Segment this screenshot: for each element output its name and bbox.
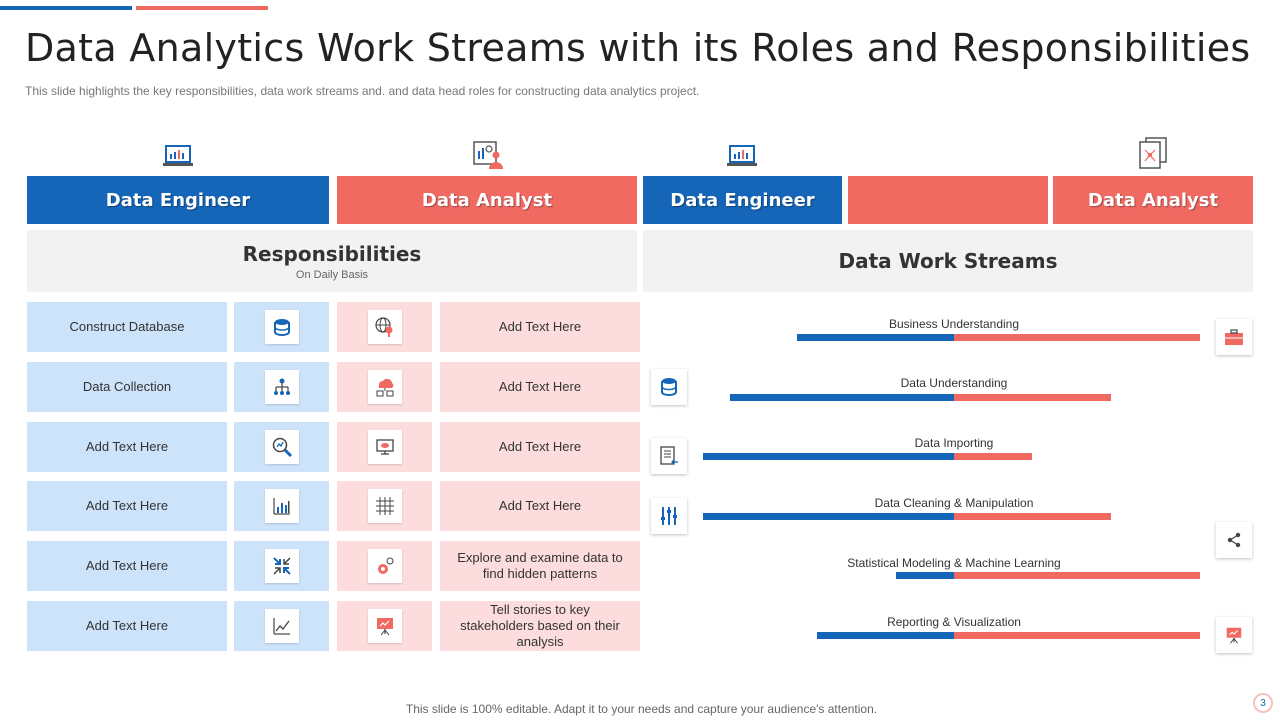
analyst-icon-cell: [337, 541, 432, 591]
streams-panel: Data Work Streams: [643, 230, 1253, 292]
stream-bar-analyst: [954, 632, 1201, 639]
role-header-data-analyst: Data Analyst: [337, 176, 637, 224]
grid-icon: [367, 489, 402, 523]
engineer-icon-cell: [234, 481, 329, 531]
analyst-responsibility: Add Text Here: [440, 302, 640, 352]
stream-bar-analyst: [954, 572, 1201, 579]
engineer-responsibility: Data Collection: [27, 362, 227, 412]
accent-bar-blue: [0, 6, 132, 10]
briefcase-icon: [1216, 319, 1252, 355]
analyst-icon-cell: [337, 481, 432, 531]
responsibilities-subtitle: On Daily Basis: [295, 268, 369, 281]
stream-label: Statistical Modeling & Machine Learning: [847, 556, 1061, 570]
role-header-blank: [848, 176, 1048, 224]
database-icon: [264, 310, 299, 344]
stream-label: Data Understanding: [900, 376, 1008, 390]
stream-bar-engineer: [703, 513, 954, 520]
line-chart-icon: [264, 609, 299, 643]
role-header-data-engineer-2: Data Engineer: [643, 176, 842, 224]
database-icon: [651, 369, 687, 405]
stream-bar-analyst: [954, 513, 1111, 520]
import-document-icon: [651, 438, 687, 474]
responsibilities-title: Responsibilities: [242, 241, 422, 266]
analyst-responsibility: Explore and examine data to find hidden …: [440, 541, 640, 591]
accent-bar-red: [136, 6, 268, 10]
page-title: Data Analytics Work Streams with its Rol…: [25, 26, 1251, 70]
cloud-network-icon: [367, 370, 402, 404]
role-header-data-analyst-2: Data Analyst: [1053, 176, 1253, 224]
engineer-responsibility: Construct Database: [27, 302, 227, 352]
engineer-icon-cell: [234, 601, 329, 651]
stream-bar-analyst: [954, 453, 1033, 460]
engineer-responsibility: Add Text Here: [27, 481, 227, 531]
gear-cluster-icon: [367, 549, 402, 583]
footer-note: This slide is 100% editable. Adapt it to…: [405, 702, 878, 716]
monitor-eye-icon: [367, 430, 402, 464]
page-number: 3: [1253, 693, 1273, 713]
share-icon: [1216, 522, 1252, 558]
analyst-report-icon: [467, 138, 507, 172]
stream-bar-engineer: [730, 394, 954, 401]
hierarchy-icon: [264, 370, 299, 404]
streams-title: Data Work Streams: [838, 249, 1058, 273]
stream-bar-analyst: [954, 334, 1201, 341]
engineer-icon-cell: [234, 302, 329, 352]
sliders-icon: [651, 498, 687, 534]
presentation-board-icon: [1216, 617, 1252, 653]
stream-label: Data Cleaning & Manipulation: [874, 496, 1034, 510]
page-subtitle: This slide highlights the key responsibi…: [25, 84, 700, 98]
analyst-responsibility: Add Text Here: [440, 481, 640, 531]
engineer-icon-cell: [234, 422, 329, 472]
stream-bar-engineer: [895, 572, 954, 579]
stream-label: Data Importing: [914, 436, 994, 450]
stream-label: Business Understanding: [888, 317, 1020, 331]
analyst-icon-cell: [337, 601, 432, 651]
engineer-icon-cell: [234, 541, 329, 591]
engineer-responsibility: Add Text Here: [27, 422, 227, 472]
collapse-arrows-icon: [264, 549, 299, 583]
bar-chart-icon: [264, 489, 299, 523]
analyst-icon-cell: [337, 422, 432, 472]
stream-bar-analyst: [954, 394, 1111, 401]
role-header-data-engineer: Data Engineer: [27, 176, 329, 224]
document-network-icon: [1133, 136, 1173, 170]
analyst-responsibility: Tell stories to key stakeholders based o…: [440, 601, 640, 651]
stream-bar-engineer: [797, 334, 954, 341]
analyst-responsibility: Add Text Here: [440, 362, 640, 412]
engineer-icon-cell: [234, 362, 329, 412]
laptop-chart-icon: [722, 140, 762, 174]
presentation-board-icon: [367, 609, 402, 643]
analyst-responsibility: Add Text Here: [440, 422, 640, 472]
analyst-icon-cell: [337, 302, 432, 352]
analyst-icon-cell: [337, 362, 432, 412]
search-analytics-icon: [264, 430, 299, 464]
stream-bar-engineer: [703, 453, 954, 460]
stream-bar-engineer: [817, 632, 954, 639]
stream-label: Reporting & Visualization: [887, 615, 1021, 629]
responsibilities-panel: Responsibilities On Daily Basis: [27, 230, 637, 292]
engineer-responsibility: Add Text Here: [27, 601, 227, 651]
laptop-chart-icon: [158, 140, 198, 174]
globe-search-icon: [367, 310, 402, 344]
engineer-responsibility: Add Text Here: [27, 541, 227, 591]
